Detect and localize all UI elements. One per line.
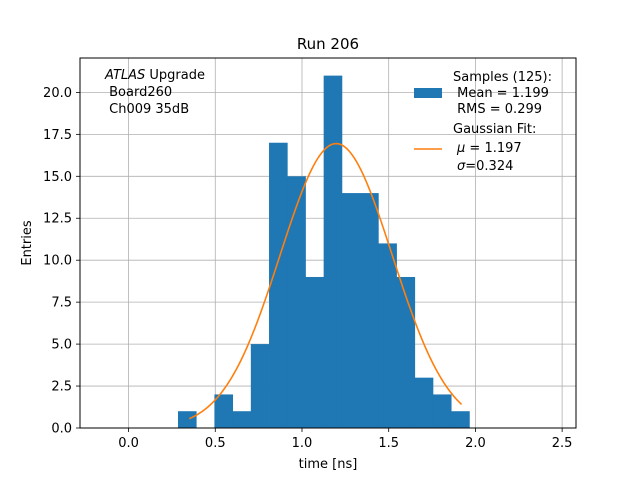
- legend-fit-sigma-symbol: σ: [457, 159, 466, 174]
- histogram-bar: [396, 276, 416, 428]
- y-tick-label: 0.0: [51, 422, 72, 437]
- x-tick-label: 2.5: [552, 436, 573, 451]
- y-axis-title: Entries: [20, 220, 35, 266]
- legend-fit-mu-value: = 1.197: [465, 141, 521, 156]
- histogram-bar: [414, 377, 434, 428]
- gaussian-fit-line: [188, 142, 463, 420]
- y-tick-label: 10.0: [43, 254, 72, 269]
- histogram-bar: [177, 411, 197, 428]
- histogram-bar: [451, 411, 470, 428]
- histogram-bars: [177, 75, 470, 428]
- legend-samples-title: Samples (125):: [453, 70, 552, 85]
- y-tick-label: 5.0: [51, 338, 72, 353]
- y-tick-label: 17.5: [43, 128, 72, 143]
- svg-text:μ = 1.197: μ = 1.197: [456, 141, 522, 156]
- annotation-channel: Ch009 35dB: [105, 102, 189, 117]
- x-axis-title: time [ns]: [299, 457, 358, 472]
- y-tick-label: 20.0: [43, 86, 72, 101]
- y-tick-label: 12.5: [43, 212, 72, 227]
- chart-title: Run 206: [297, 35, 359, 53]
- legend-samples-rms: RMS = 0.299: [453, 102, 542, 117]
- legend-samples-swatch: [414, 88, 442, 98]
- histogram-bar: [214, 394, 234, 428]
- histogram-bar: [378, 243, 397, 428]
- legend-fit-title: Gaussian Fit:: [453, 122, 536, 137]
- legend-fit-mu-symbol: μ: [456, 141, 465, 156]
- y-tick-label: 7.5: [51, 296, 72, 311]
- y-tick-label: 2.5: [51, 380, 72, 395]
- legend: Samples (125): Mean = 1.199 RMS = 0.299 …: [414, 70, 552, 174]
- y-tick-label: 15.0: [43, 170, 72, 185]
- x-tick-label: 0.0: [118, 436, 139, 451]
- histogram-bar: [269, 142, 288, 428]
- svg-text:ATLAS Upgrade: ATLAS Upgrade: [104, 68, 205, 83]
- x-tick-label: 2.0: [465, 436, 486, 451]
- x-tick-label: 0.5: [205, 436, 226, 451]
- legend-fit-sigma-value: =0.324: [465, 159, 513, 174]
- x-tick-label: 1.5: [378, 436, 399, 451]
- gaussian-fit-curve: [188, 142, 463, 420]
- histogram-bar: [232, 411, 252, 428]
- histogram-bar: [250, 344, 270, 428]
- annotation-board: Board260: [105, 85, 172, 100]
- annotation-atlas: ATLAS: [104, 68, 145, 83]
- legend-samples-mean: Mean = 1.199: [453, 86, 549, 101]
- y-axis-ticks: 0.0 2.5 5.0 7.5 10.0 12.5 15.0 17.5 20.0: [43, 86, 80, 437]
- histogram-bar: [432, 394, 452, 428]
- plot-frame: [79, 57, 577, 429]
- histogram-bar: [360, 193, 379, 428]
- histogram-bar: [341, 193, 361, 428]
- histogram-bar: [305, 276, 325, 428]
- x-tick-label: 1.0: [292, 436, 313, 451]
- histogram-bar: [287, 176, 306, 428]
- histogram-bar: [323, 75, 343, 428]
- svg-text:σ=0.324: σ=0.324: [457, 159, 513, 174]
- annotation-upgrade: Upgrade: [145, 68, 205, 83]
- atlas-annotation: ATLAS Upgrade Board260 Ch009 35dB: [104, 68, 205, 117]
- x-axis-ticks: 0.0 0.5 1.0 1.5 2.0 2.5: [118, 428, 572, 451]
